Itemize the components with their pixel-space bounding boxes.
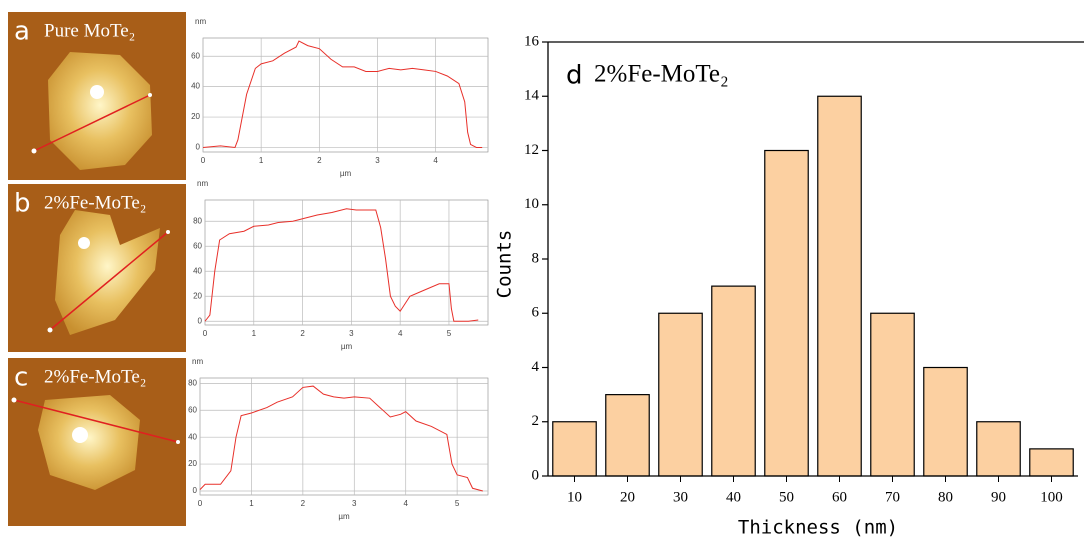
panel-letter: d [566, 61, 583, 91]
x-tick-label: 1 [249, 499, 254, 508]
x-tick-label: 50 [779, 489, 794, 505]
x-axis-label: µm [340, 169, 352, 178]
panel-letter: a [14, 17, 30, 47]
y-unit: nm [195, 17, 206, 26]
x-tick-label: 40 [726, 489, 741, 505]
x-tick-label: 3 [349, 329, 354, 338]
x-tick-label: 4 [403, 499, 408, 508]
x-tick-label: 60 [832, 489, 847, 505]
bar [870, 312, 915, 477]
x-tick-label: 0 [203, 329, 208, 338]
afm-image-c [8, 358, 186, 526]
y-tick-label: 40 [191, 82, 200, 91]
panel-title: 2%Fe-MoTe₂ [44, 192, 146, 213]
bar [817, 95, 862, 477]
plot-frame [199, 377, 489, 496]
y-tick-label: 60 [191, 51, 200, 60]
x-tick-label: 90 [991, 489, 1006, 505]
afm-image-a [8, 12, 186, 180]
y-tick-label: 20 [193, 291, 202, 300]
x-tick-label: 10 [567, 489, 582, 505]
x-tick-label: 80 [938, 489, 953, 505]
x-tick-label: 1 [252, 329, 257, 338]
plot-frame [202, 37, 489, 153]
x-tick-label: 3 [352, 499, 357, 508]
x-tick-label: 70 [885, 489, 900, 505]
x-tick-label: 2 [317, 156, 322, 165]
x-tick-label: 5 [447, 329, 452, 338]
x-tick-label: 4 [398, 329, 403, 338]
panel-letter: c [14, 363, 28, 393]
y-tick-label: 20 [188, 459, 197, 468]
y-tick-label: 0 [196, 143, 201, 152]
panel-letter: b [14, 189, 31, 219]
y-tick-label: 16 [524, 33, 540, 49]
y-tick-label: 14 [524, 88, 540, 104]
y-tick-label: 0 [198, 316, 203, 325]
x-tick-label: 0 [201, 156, 206, 165]
x-tick-label: 0 [198, 499, 203, 508]
bar [711, 285, 756, 477]
y-tick-label: 60 [188, 405, 197, 414]
bar [658, 312, 703, 477]
x-tick-label: 30 [673, 489, 688, 505]
y-unit: nm [192, 357, 203, 366]
plot-frame [204, 199, 489, 326]
x-tick-label: 3 [375, 156, 380, 165]
y-tick-label: 80 [193, 216, 202, 225]
y-tick-label: 2 [532, 413, 540, 429]
y-tick-label: 12 [524, 142, 539, 158]
panel-title: Pure MoTe₂ [44, 20, 135, 41]
y-tick-label: 60 [193, 241, 202, 250]
profile-line [202, 40, 483, 148]
bar [923, 366, 968, 477]
y-tick-label: 4 [532, 359, 540, 375]
y-tick-label: 40 [193, 266, 202, 275]
bar [1029, 448, 1074, 477]
y-tick-label: 6 [532, 305, 540, 321]
y-tick-label: 80 [188, 378, 197, 387]
y-tick-label: 8 [532, 250, 540, 266]
bar [764, 149, 809, 477]
x-tick-label: 4 [433, 156, 438, 165]
x-tick-label: 2 [300, 329, 305, 338]
profile-line [204, 208, 479, 322]
afm-image-b [8, 184, 186, 352]
x-tick-label: 2 [301, 499, 306, 508]
y-tick-label: 10 [524, 196, 539, 212]
x-tick-label: 20 [620, 489, 635, 505]
x-axis-label: Thickness (nm) [738, 517, 898, 539]
panel-title: 2%Fe-MoTe₂ [594, 61, 729, 88]
x-tick-label: 5 [455, 499, 460, 508]
bar [605, 394, 650, 477]
x-tick-label: 1 [259, 156, 264, 165]
y-tick-label: 40 [188, 432, 197, 441]
y-axis-label: Counts [494, 230, 516, 299]
x-tick-label: 100 [1040, 489, 1063, 505]
y-tick-label: 0 [532, 467, 540, 483]
x-axis-label: µm [341, 342, 353, 351]
bar [552, 421, 597, 477]
profile-line [199, 385, 483, 492]
y-tick-label: 20 [191, 112, 200, 121]
y-tick-label: 0 [193, 486, 198, 495]
bar [976, 421, 1021, 477]
y-unit: nm [197, 179, 208, 188]
x-axis-label: µm [338, 512, 350, 521]
panel-title: 2%Fe-MoTe₂ [44, 366, 146, 387]
